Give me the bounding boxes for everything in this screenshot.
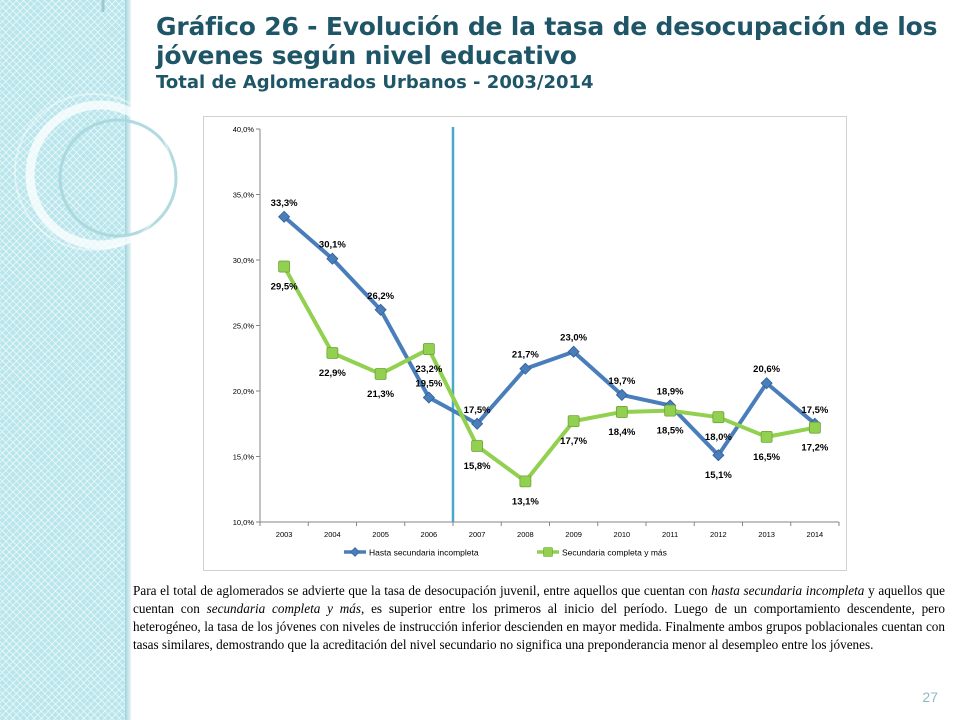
data-label: 30,1% bbox=[319, 240, 346, 251]
x-tick-label: 2004 bbox=[324, 530, 341, 539]
y-tick-label: 35,0% bbox=[233, 191, 255, 200]
data-label: 21,7% bbox=[512, 350, 539, 361]
data-label: 21,3% bbox=[367, 389, 394, 400]
y-tick-label: 40,0% bbox=[233, 125, 255, 134]
data-point-square bbox=[760, 430, 773, 443]
paragraph-text: Para el total de aglomerados se advierte… bbox=[133, 583, 712, 598]
legend-marker-square bbox=[543, 547, 553, 557]
data-point-square bbox=[567, 415, 580, 428]
paragraph-text: , es superior entre los primeros al inic… bbox=[133, 601, 945, 652]
data-label: 23,0% bbox=[560, 333, 587, 344]
x-tick-label: 2007 bbox=[469, 530, 486, 539]
page-number: 27 bbox=[922, 689, 938, 705]
x-tick-label: 2011 bbox=[662, 530, 678, 539]
x-tick-label: 2005 bbox=[372, 530, 389, 539]
data-point-diamond bbox=[422, 391, 435, 404]
data-label: 18,4% bbox=[608, 427, 635, 438]
data-point-diamond bbox=[326, 252, 339, 265]
data-point-diamond bbox=[471, 417, 484, 430]
chart-frame: 10,0% 15,0% 20,0% 25,0% 30,0% 35,0% 40,0% 2003 2… bbox=[203, 116, 847, 571]
x-tick-label: 2008 bbox=[517, 530, 534, 539]
data-point-diamond bbox=[567, 345, 580, 358]
data-point-square bbox=[712, 411, 725, 424]
data-label: 15,8% bbox=[464, 461, 491, 472]
side-band-edge bbox=[125, 0, 131, 720]
data-label: 22,9% bbox=[319, 368, 346, 379]
data-point-diamond bbox=[615, 388, 628, 401]
line-chart: 10,0% 15,0% 20,0% 25,0% 30,0% 35,0% 40,0% 2003 2… bbox=[233, 125, 840, 558]
data-label: 20,6% bbox=[753, 364, 780, 375]
x-tick-label: 2009 bbox=[565, 530, 582, 539]
data-label: 18,9% bbox=[657, 386, 684, 397]
paragraph-emphasis: secundaria completa y más bbox=[206, 601, 361, 616]
data-label: 16,5% bbox=[753, 452, 780, 463]
paragraph-emphasis: hasta secundaria incompleta bbox=[711, 583, 865, 598]
y-tick-label: 30,0% bbox=[233, 256, 255, 265]
data-point-diamond bbox=[760, 377, 773, 390]
x-tick-label: 2014 bbox=[807, 530, 824, 539]
data-point-diamond bbox=[519, 362, 532, 375]
data-label: 17,5% bbox=[464, 405, 491, 416]
data-point-diamond bbox=[374, 303, 387, 316]
data-point-square bbox=[374, 368, 387, 380]
data-point-square bbox=[326, 347, 339, 359]
description-paragraph: Para el total de aglomerados se advierte… bbox=[133, 582, 945, 654]
data-label: 26,2% bbox=[367, 291, 394, 302]
data-label: 23,2% bbox=[415, 364, 442, 375]
y-tick-label: 10,0% bbox=[233, 518, 255, 527]
data-label: 18,5% bbox=[657, 426, 684, 437]
data-point-square bbox=[422, 343, 435, 355]
data-point-square bbox=[471, 440, 484, 452]
data-label: 33,3% bbox=[271, 198, 298, 209]
data-point-square bbox=[278, 260, 291, 273]
data-point-diamond bbox=[278, 210, 291, 223]
data-point-diamond bbox=[712, 449, 725, 462]
series-line-1 bbox=[282, 214, 817, 458]
data-point-square bbox=[615, 406, 628, 418]
data-point-square bbox=[808, 421, 821, 434]
data-label: 18,0% bbox=[705, 432, 732, 443]
data-label: 15,1% bbox=[705, 470, 732, 481]
data-label: 17,2% bbox=[801, 443, 828, 454]
data-label: 17,5% bbox=[801, 405, 828, 416]
data-label: 19,7% bbox=[608, 376, 635, 387]
slide-subtitle: Total de Aglomerados Urbanos - 2003/2014 bbox=[156, 72, 594, 93]
x-tick-label: 2006 bbox=[421, 530, 438, 539]
x-tick-label: 2010 bbox=[614, 530, 631, 539]
legend-label: Secundaria completa y más bbox=[562, 548, 667, 558]
data-label: 17,7% bbox=[560, 436, 587, 447]
data-label: 29,5% bbox=[271, 282, 298, 293]
data-label: 19,5% bbox=[415, 379, 442, 390]
data-point-square bbox=[519, 475, 532, 488]
x-tick-label: 2012 bbox=[710, 530, 727, 539]
y-tick-label: 25,0% bbox=[233, 322, 255, 331]
legend-marker-diamond bbox=[350, 547, 360, 557]
x-tick-label: 2003 bbox=[276, 530, 293, 539]
y-tick-label: 20,0% bbox=[233, 387, 255, 396]
decorative-circles bbox=[14, 0, 178, 251]
paragraph-text: y aquellos que cuentan con bbox=[133, 583, 945, 616]
x-tick-label: 2013 bbox=[758, 530, 775, 539]
title-block: Gráfico 26 - Evolución de la tasa de des… bbox=[156, 12, 946, 94]
legend-label: Hasta secundaria incompleta bbox=[369, 548, 479, 558]
data-label: 13,1% bbox=[512, 496, 539, 507]
data-point-square bbox=[664, 404, 677, 417]
series-line-2 bbox=[282, 264, 817, 484]
y-tick-label: 15,0% bbox=[233, 453, 255, 462]
slide-title: Gráfico 26 - Evolución de la tasa de des… bbox=[156, 12, 938, 70]
